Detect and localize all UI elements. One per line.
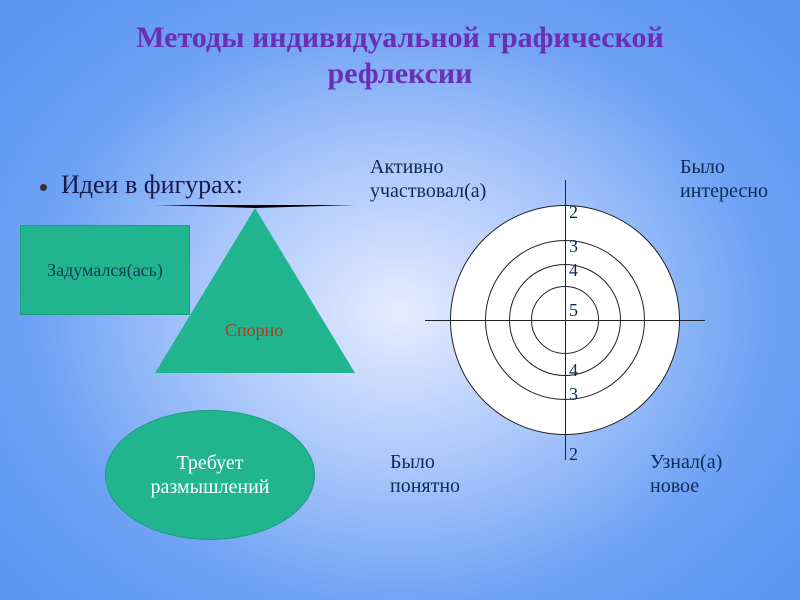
- target-number: 3: [569, 236, 578, 257]
- ql-tl-1: Активно: [370, 156, 444, 178]
- quadrant-label-bottom-left: Было понятно: [390, 450, 460, 498]
- target-number: 2: [569, 202, 578, 223]
- target-number: 2: [569, 444, 578, 465]
- ql-bl-1: Было: [390, 451, 435, 473]
- ql-tr-1: Было: [680, 156, 725, 178]
- target-number: 4: [569, 360, 578, 381]
- ql-br-1: Узнал(а): [650, 451, 722, 473]
- target-axis-vertical: [565, 180, 566, 460]
- target-number: 3: [569, 384, 578, 405]
- quadrant-label-top-left: Активно участвовал(а): [370, 155, 486, 203]
- ql-br-2: новое: [650, 475, 699, 497]
- target-number: 5: [569, 300, 578, 321]
- ql-bl-2: понятно: [390, 475, 460, 497]
- quadrant-label-bottom-right: Узнал(а) новое: [650, 450, 722, 498]
- target-diagram: 2 3 4 5 4 3 2: [0, 0, 800, 600]
- ql-tr-2: интересно: [680, 180, 768, 202]
- quadrant-label-top-right: Было интересно: [680, 155, 768, 203]
- ql-tl-2: участвовал(а): [370, 180, 486, 202]
- target-number: 4: [569, 260, 578, 281]
